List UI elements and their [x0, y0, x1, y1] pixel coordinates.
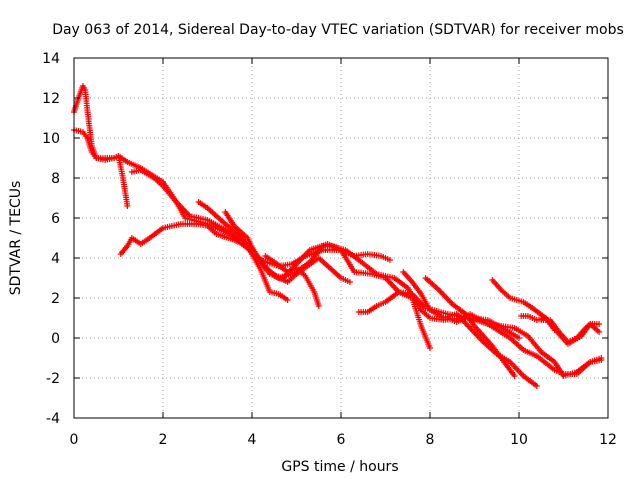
data-point [598, 355, 605, 361]
data-point [533, 383, 540, 389]
data-point [511, 373, 518, 379]
series-pass-11 [444, 311, 605, 379]
series-pass-8 [355, 289, 433, 351]
data-point [551, 327, 558, 333]
series-layer [71, 83, 605, 389]
x-tick-label: 0 [70, 432, 79, 448]
series-pass-1 [71, 83, 131, 209]
y-axis-label: SDTVAR / TECUs [8, 181, 24, 296]
data-point [596, 329, 603, 335]
series-pass-6 [222, 209, 605, 377]
y-axis-tick-labels: -4 -2 0 2 4 6 8 10 12 14 [42, 51, 60, 427]
y-tick-label: 4 [51, 251, 60, 267]
y-tick-label: -4 [46, 411, 60, 427]
chart-title: Day 063 of 2014, Sidereal Day-to-day VTE… [52, 22, 624, 38]
series-trace [73, 129, 351, 283]
data-point [346, 279, 353, 285]
data-point [124, 203, 131, 209]
x-tick-label: 4 [248, 432, 257, 448]
series-trace [73, 85, 129, 207]
x-tick-label: 2 [159, 432, 168, 448]
x-tick-label: 12 [599, 432, 617, 448]
y-tick-label: 10 [42, 131, 60, 147]
y-tick-label: 12 [42, 91, 60, 107]
y-tick-label: 14 [42, 51, 60, 67]
series-pass-10 [422, 275, 518, 379]
data-point [284, 297, 291, 303]
data-point [596, 321, 603, 327]
series-pass-7 [262, 253, 322, 309]
x-tick-label: 8 [426, 432, 435, 448]
y-tick-label: 8 [51, 171, 60, 187]
data-point [516, 335, 522, 341]
axis-ticks [73, 57, 609, 419]
y-tick-label: 2 [51, 291, 60, 307]
x-axis-label: GPS time / hours [281, 459, 398, 475]
y-tick-label: 0 [51, 331, 60, 347]
x-tick-label: 6 [337, 432, 346, 448]
y-tick-label: -2 [46, 371, 60, 387]
data-point [386, 257, 393, 263]
data-point [427, 345, 433, 351]
series-pass-14 [518, 313, 558, 333]
y-tick-label: 6 [51, 211, 60, 227]
data-point [315, 303, 322, 309]
x-tick-label: 10 [510, 432, 528, 448]
x-axis-tick-labels: 0 2 4 6 8 10 12 [70, 432, 617, 448]
grid-lines [74, 58, 608, 418]
